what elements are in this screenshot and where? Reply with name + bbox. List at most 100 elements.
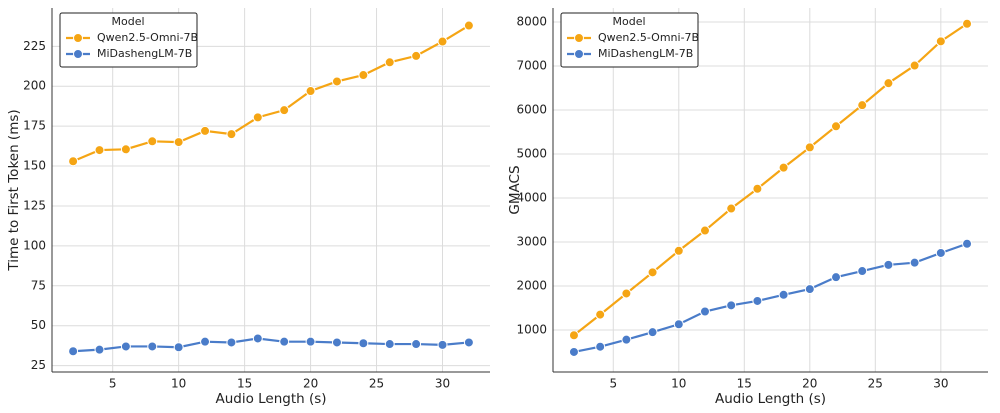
y-tick-label: 6000 — [516, 102, 547, 116]
y-axis-label: Time to First Token (ms) — [6, 109, 22, 271]
series-line — [573, 22, 968, 337]
series-line — [573, 242, 968, 354]
chart: 25 50 75 100 125 150 175 200 225 5 10 15 20 25 30 Audio… — [6, 8, 490, 407]
data-point — [699, 306, 710, 317]
legend-title: Model — [111, 15, 144, 28]
data-point — [305, 86, 316, 97]
data-point — [568, 330, 579, 341]
data-point — [94, 145, 105, 156]
y-tick-label: 75 — [31, 278, 46, 292]
x-tick-label: 10 — [671, 377, 686, 391]
data-point — [384, 339, 395, 350]
data-point — [226, 337, 237, 348]
data-point — [699, 225, 710, 236]
x-tick-label: 15 — [737, 377, 752, 391]
x-tick-label: 5 — [109, 377, 117, 391]
data-point — [147, 136, 158, 147]
data-point — [411, 339, 422, 350]
x-axis-label: Audio Length (s) — [215, 391, 326, 407]
data-point — [173, 137, 184, 148]
x-tick-label: 30 — [435, 377, 450, 391]
y-tick-label: 100 — [23, 238, 46, 252]
y-tick-label: 125 — [23, 198, 46, 212]
data-point — [384, 57, 395, 68]
data-point — [804, 284, 815, 295]
series-line — [72, 24, 470, 163]
data-point — [935, 36, 946, 47]
data-point — [673, 319, 684, 330]
data-point — [568, 346, 579, 357]
data-point — [778, 162, 789, 173]
data-point — [252, 112, 263, 123]
data-point — [279, 105, 290, 116]
legend-title: Model — [612, 15, 645, 28]
data-point — [120, 341, 131, 352]
y-axis-label: GMACS — [507, 165, 523, 214]
data-point — [595, 341, 606, 352]
legend: Model Qwen2.5-Omni-7B MiDashengLM-7B — [59, 12, 198, 68]
y-tick-label: 175 — [23, 119, 46, 133]
data-point — [831, 272, 842, 283]
data-point — [411, 50, 422, 61]
data-point — [909, 257, 920, 268]
data-point — [962, 18, 973, 29]
data-point — [463, 337, 474, 348]
data-point — [857, 100, 868, 111]
data-point — [120, 144, 131, 155]
chart: 1000 2000 3000 4000 5000 6000 7000 8000 5 10 15 20 2… — [507, 8, 988, 407]
data-point — [226, 129, 237, 140]
legend-marker — [73, 49, 83, 59]
data-point — [68, 346, 79, 357]
y-tick-label: 2000 — [516, 278, 547, 292]
data-point — [437, 36, 448, 47]
data-point — [726, 203, 737, 214]
legend-marker — [574, 49, 584, 59]
data-point — [831, 121, 842, 132]
data-point — [647, 327, 658, 338]
data-point — [437, 339, 448, 350]
data-point — [857, 266, 868, 277]
x-tick-label: 15 — [237, 377, 252, 391]
legend-label: MiDashengLM-7B — [598, 47, 693, 60]
data-point — [647, 267, 658, 278]
y-tick-label: 4000 — [516, 190, 547, 204]
legend-marker — [73, 33, 83, 43]
legend-box — [560, 12, 699, 68]
y-tick-label: 3000 — [516, 234, 547, 248]
x-tick-label: 25 — [868, 377, 883, 391]
series-line — [73, 337, 469, 353]
y-tick-label: 7000 — [516, 58, 547, 72]
data-point — [673, 245, 684, 256]
data-point — [331, 76, 342, 87]
data-point — [279, 336, 290, 347]
y-tick-label: 8000 — [516, 14, 547, 28]
data-point — [595, 309, 606, 320]
data-point — [621, 288, 632, 299]
y-tick-label: 150 — [23, 159, 46, 173]
y-tick-label: 200 — [23, 79, 46, 93]
data-point — [147, 341, 158, 352]
x-tick-label: 20 — [802, 377, 817, 391]
data-point — [804, 142, 815, 153]
data-point — [358, 338, 369, 349]
legend-label: Qwen2.5-Omni-7B — [598, 31, 699, 44]
legend-label: MiDashengLM-7B — [97, 47, 192, 60]
data-point — [621, 334, 632, 345]
data-point — [726, 300, 737, 311]
x-tick-label: 25 — [369, 377, 384, 391]
x-tick-label: 5 — [609, 377, 617, 391]
legend-marker — [574, 33, 584, 43]
x-tick-label: 20 — [303, 377, 318, 391]
data-point — [252, 333, 263, 344]
data-point — [200, 336, 211, 347]
data-point — [883, 78, 894, 89]
y-tick-label: 1000 — [516, 322, 547, 336]
legend-label: Qwen2.5-Omni-7B — [97, 31, 198, 44]
y-tick-label: 50 — [31, 318, 46, 332]
data-point — [173, 342, 184, 353]
x-axis-label: Audio Length (s) — [715, 391, 826, 407]
legend-box — [59, 12, 198, 68]
data-point — [68, 156, 79, 167]
data-point — [358, 70, 369, 81]
